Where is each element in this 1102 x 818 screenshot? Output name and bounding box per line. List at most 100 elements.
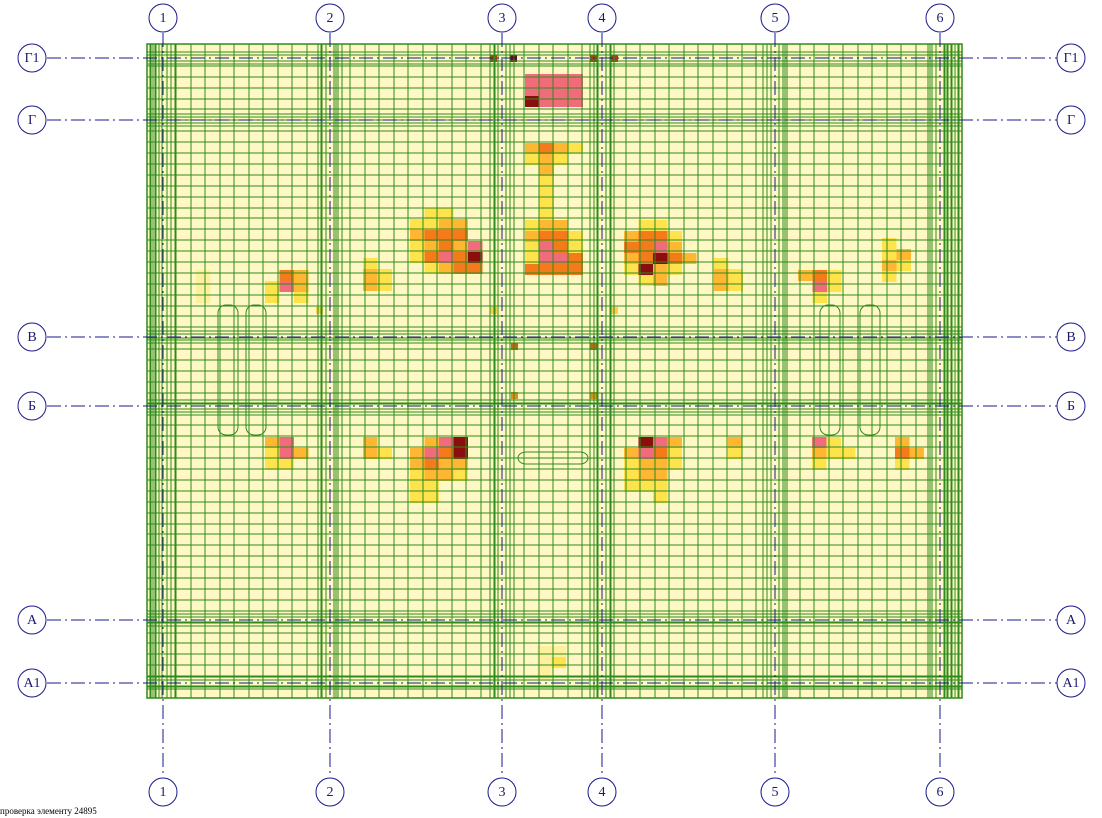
stress-cell	[525, 143, 540, 154]
stress-cell	[439, 470, 454, 481]
stress-cell	[265, 448, 280, 459]
stress-cell	[439, 219, 454, 230]
axis-label: 4	[599, 11, 606, 26]
axis-label: Г1	[24, 51, 39, 66]
stress-cell	[439, 263, 454, 274]
stress-cell	[714, 258, 729, 269]
stress-cell	[439, 208, 454, 219]
stress-cell	[468, 263, 483, 274]
stress-cell	[265, 459, 280, 470]
axis-label: 5	[772, 785, 779, 800]
mesh	[147, 44, 962, 698]
stress-cell	[895, 459, 910, 470]
stress-cell	[569, 143, 584, 154]
stress-cell	[439, 241, 454, 252]
axis-label: В	[1066, 330, 1075, 345]
stress-cell	[540, 143, 555, 154]
stress-cell	[895, 448, 910, 459]
stress-cell	[668, 448, 683, 459]
axis-label: 3	[499, 11, 506, 26]
stress-cell	[569, 96, 584, 107]
stress-cell	[410, 470, 425, 481]
axis-label: 4	[599, 785, 606, 800]
axis-label: 3	[499, 785, 506, 800]
axis-label: 2	[327, 785, 334, 800]
stress-cell	[895, 437, 910, 448]
stress-cell	[294, 281, 309, 292]
stress-cell	[639, 448, 654, 459]
axis-label: А	[1066, 613, 1077, 628]
stress-cell	[668, 437, 683, 448]
stress-cell	[439, 230, 454, 241]
stress-cell	[569, 85, 584, 96]
stress-cell	[668, 459, 683, 470]
stress-cell	[439, 252, 454, 263]
stress-cell	[196, 281, 211, 292]
stress-cell	[540, 165, 555, 176]
stress-cell	[813, 270, 828, 281]
stress-cell	[714, 280, 729, 291]
stress-cell	[525, 85, 540, 96]
axis-label: Б	[1067, 399, 1075, 414]
stress-cell	[439, 448, 454, 459]
stress-cell	[410, 448, 425, 459]
stress-cell	[410, 459, 425, 470]
stress-cell	[540, 85, 555, 96]
stress-cell	[569, 74, 584, 85]
axis-label: Б	[28, 399, 36, 414]
stress-cell	[378, 269, 393, 280]
stress-cell	[910, 448, 925, 459]
axis-label: В	[27, 330, 36, 345]
stress-cell	[410, 252, 425, 263]
stress-cell	[728, 448, 743, 459]
stress-cell	[410, 241, 425, 252]
stress-cell	[410, 230, 425, 241]
axis-label: 1	[160, 11, 167, 26]
axis-label: 6	[937, 11, 944, 26]
stress-cell	[265, 292, 280, 303]
stress-cell	[729, 269, 744, 280]
stress-cell	[196, 292, 211, 303]
stress-cell	[813, 292, 828, 303]
stress-cell	[729, 280, 744, 291]
stress-cell	[540, 74, 555, 85]
stress-cell	[196, 270, 211, 281]
axis-label: Г	[28, 113, 36, 128]
stress-cell	[378, 280, 393, 291]
stress-cell	[294, 270, 309, 281]
stress-cell	[540, 187, 555, 198]
stress-cell	[540, 96, 555, 107]
stress-cell	[813, 281, 828, 292]
stress-cell	[410, 481, 425, 492]
stress-cell	[554, 85, 569, 96]
stress-cell	[639, 481, 654, 492]
stress-cell	[525, 154, 540, 165]
stress-cell	[554, 74, 569, 85]
axis-label: 5	[772, 11, 779, 26]
axis-label: 6	[937, 785, 944, 800]
axis-label: А1	[1062, 676, 1079, 691]
stress-cell	[639, 459, 654, 470]
stress-cell	[540, 154, 555, 165]
axis-label: А	[27, 613, 38, 628]
axis-label: Г1	[1063, 51, 1078, 66]
stress-cell	[378, 448, 393, 459]
stress-cell	[439, 459, 454, 470]
stress-cell	[294, 448, 309, 459]
stress-cell	[439, 437, 454, 448]
stress-cell	[552, 646, 567, 657]
stress-cell	[552, 657, 567, 668]
stress-cell	[639, 437, 654, 448]
axis-label: Г	[1067, 113, 1075, 128]
stress-cell	[410, 492, 425, 503]
stress-cell	[554, 143, 569, 154]
stress-cell	[639, 470, 654, 481]
stress-cell	[525, 96, 540, 107]
axis-label: 2	[327, 11, 334, 26]
axis-label: 1	[160, 785, 167, 800]
stress-cell	[540, 176, 555, 187]
stress-cell	[265, 437, 280, 448]
stress-cell	[714, 269, 729, 280]
stress-cell	[525, 74, 540, 85]
stress-cell	[728, 437, 743, 448]
